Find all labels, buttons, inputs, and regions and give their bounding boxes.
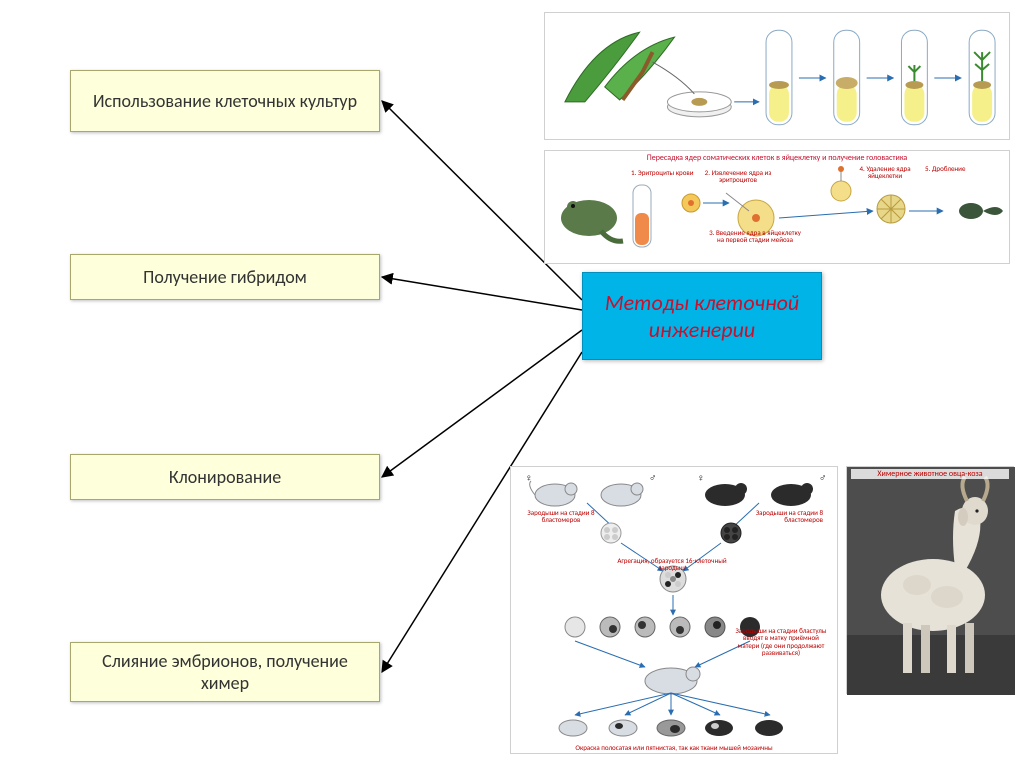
method-label: Клонирование [169, 466, 281, 488]
illus-chimera-mice: ♀ ♂ ♀ ♂ [510, 466, 838, 754]
hub-label: Методы клеточной инженерии [595, 289, 809, 344]
cm-lab-bottom: Окраска полосатая или пятнистая, так как… [519, 744, 829, 751]
nt-step3: 3. Введение ядра в яйцеклетку на первой … [705, 229, 805, 244]
method-cloning: Клонирование [70, 454, 380, 500]
cm-lab-agg: Агрегация, образуется 16-клеточный зарод… [617, 557, 727, 572]
method-hybridoma: Получение гибридом [70, 254, 380, 300]
cm-lab-tl: Зародыши на стадии 8 бластомеров [525, 509, 597, 524]
illus-goat: Химерное животное овца-коза [846, 466, 1014, 694]
goat-svg [847, 467, 1015, 695]
hub-box: Методы клеточной инженерии [582, 272, 822, 360]
svg-text:♂: ♂ [649, 471, 657, 484]
svg-text:♀: ♀ [697, 471, 705, 484]
svg-text:♀: ♀ [525, 471, 533, 484]
method-cell-culture: Использование клеточных культур [70, 70, 380, 132]
nt-step4: 4. Удаление ядра яйцеклетки [845, 165, 925, 180]
goat-caption: Химерное животное овца-коза [851, 469, 1009, 479]
nt-step1: 1. Эритроциты крови [631, 169, 694, 176]
cm-lab-blast: Зародыши на стадии бластулы вводят в мат… [733, 627, 829, 656]
nuclear-transfer-svg [551, 163, 1005, 259]
tissue-culture-svg [545, 12, 1009, 140]
nt-step2: 2. Извлечение ядра из эритроцитов [703, 169, 773, 184]
nt-title: Пересадка ядер соматических клеток в яйц… [551, 154, 1003, 163]
illus-nuclear-transfer: Пересадка ядер соматических клеток в яйц… [544, 150, 1010, 264]
cm-lab-tr: Зародыши на стадии 8 бластомеров [751, 509, 823, 524]
method-label: Использование клеточных культур [93, 90, 357, 112]
method-label: Слияние эмбрионов, получение химер [81, 650, 369, 694]
method-label: Получение гибридом [143, 266, 307, 288]
method-chimera: Слияние эмбрионов, получение химер [70, 642, 380, 702]
illus-tissue-culture [544, 12, 1010, 140]
svg-text:♂: ♂ [819, 471, 827, 484]
nt-step5: 5. Дробление [925, 165, 965, 172]
